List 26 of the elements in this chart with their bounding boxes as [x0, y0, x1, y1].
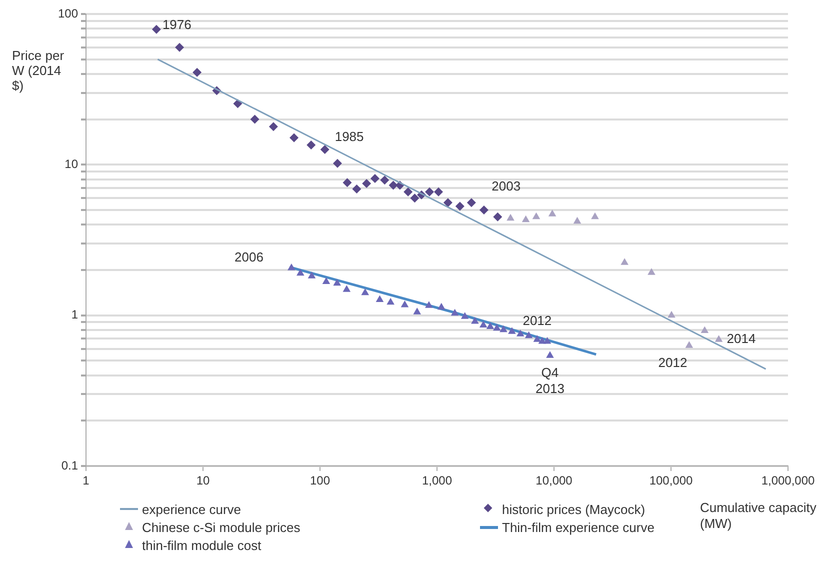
x-tick-label: 1	[82, 474, 90, 488]
legend-label: Thin-film experience curve	[502, 520, 654, 534]
x-tick-label: 1,000	[422, 474, 452, 488]
annotation: 2012	[522, 313, 552, 328]
y-tick-label: 100	[58, 6, 78, 20]
x-tick-label: 10	[196, 474, 210, 488]
y-tick-label: 10	[64, 156, 78, 171]
annotation: 2014	[726, 331, 756, 346]
legend-label: experience curve	[142, 502, 241, 516]
annotation: 2003	[492, 178, 521, 194]
x-axis-title: Cumulative capacity (MW)	[700, 500, 818, 532]
y-tick-label: 1	[71, 308, 78, 322]
x-tick-label: 1,000,000	[761, 474, 816, 488]
legend-label: historic prices (Maycock)	[502, 502, 646, 516]
legend-label: thin-film module cost	[142, 538, 262, 552]
y-tick-label: 0.1	[61, 458, 78, 472]
x-tick-label: 10,000	[536, 474, 573, 488]
annotation: 2006	[234, 250, 264, 265]
annotation: 1976	[162, 17, 192, 32]
x-tick-label: 100	[310, 474, 330, 488]
annotation: Q4 2013	[536, 365, 564, 396]
legend-label: Chinese c-Si module prices	[142, 520, 300, 534]
x-tick-label: 100,000	[649, 474, 694, 488]
annotation: 1985	[334, 129, 364, 144]
annotation: 2012	[658, 355, 688, 370]
y-axis-title: Price per W (2014 $)	[12, 48, 66, 93]
